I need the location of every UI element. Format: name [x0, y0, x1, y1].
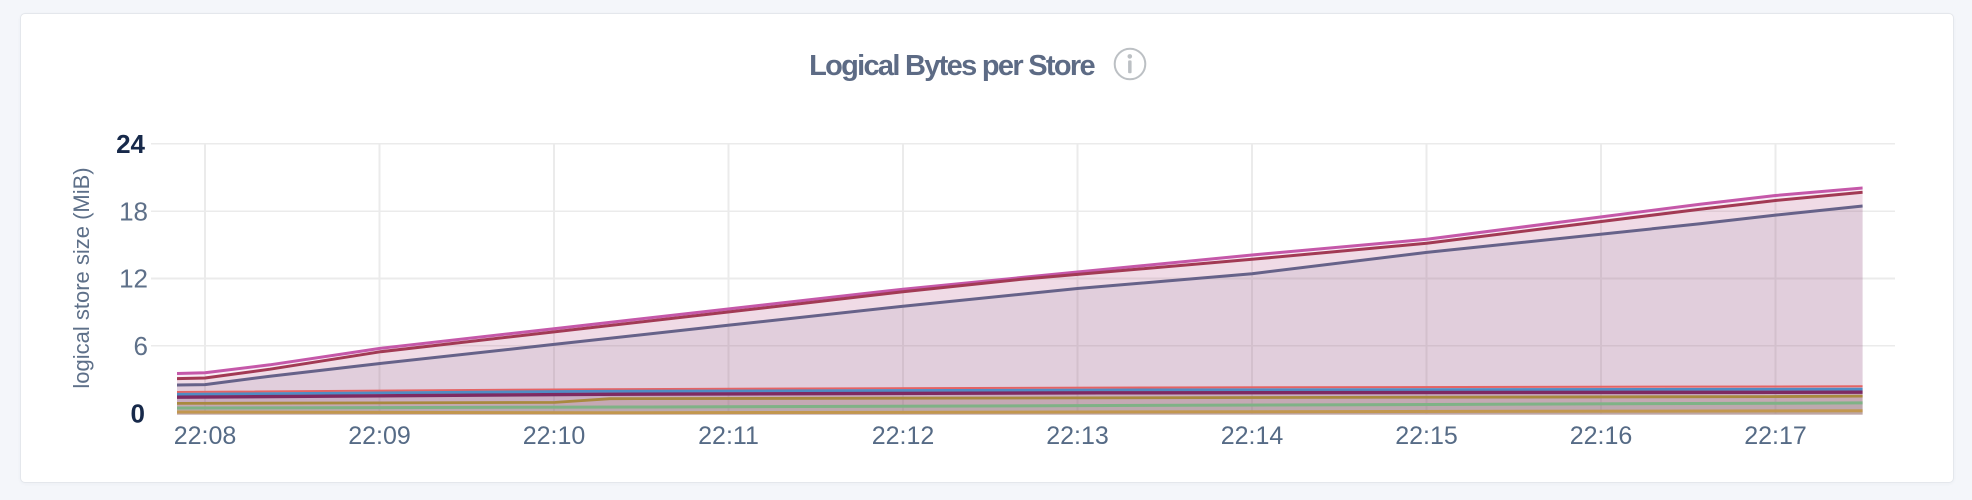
svg-text:22:13: 22:13	[1046, 422, 1109, 450]
svg-text:22:14: 22:14	[1221, 422, 1284, 450]
svg-text:22:11: 22:11	[698, 422, 759, 450]
svg-text:22:15: 22:15	[1395, 422, 1458, 450]
svg-text:22:09: 22:09	[348, 422, 411, 450]
svg-text:22:17: 22:17	[1744, 422, 1807, 450]
svg-text:6: 6	[134, 331, 148, 361]
svg-text:22:16: 22:16	[1570, 422, 1633, 450]
svg-text:18: 18	[119, 196, 148, 226]
svg-text:logical store size (MiB): logical store size (MiB)	[69, 167, 94, 388]
svg-text:0: 0	[131, 398, 145, 428]
svg-text:22:10: 22:10	[523, 422, 586, 450]
svg-text:24: 24	[116, 129, 145, 159]
svg-text:12: 12	[119, 264, 148, 294]
svg-text:22:12: 22:12	[872, 422, 935, 450]
svg-text:22:08: 22:08	[174, 422, 237, 450]
